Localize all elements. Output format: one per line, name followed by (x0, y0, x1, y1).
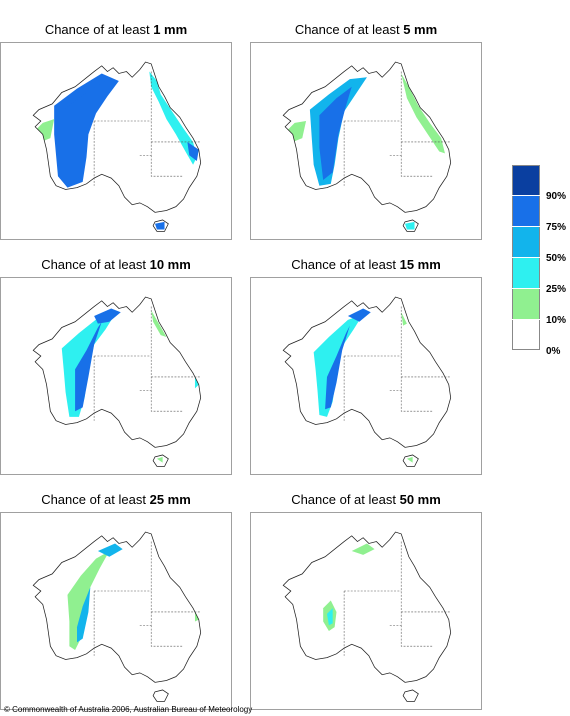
map-svg (32, 531, 202, 702)
legend-swatch-90 (512, 165, 540, 195)
australia-map (250, 512, 482, 710)
map-svg (282, 296, 452, 467)
probability-area (313, 314, 364, 417)
panel-title: Chance of at least 15 mm (291, 257, 441, 272)
probability-area (35, 119, 55, 142)
coastline (402, 689, 419, 702)
state-border (150, 390, 184, 412)
australia-map (0, 277, 232, 475)
probability-area (326, 608, 333, 626)
legend-label-0: 0% (546, 346, 561, 357)
coastline (32, 296, 202, 448)
coastline (402, 219, 419, 232)
panel-title: Chance of at least 50 mm (291, 492, 441, 507)
probability-area (156, 456, 163, 463)
state-border (150, 155, 184, 177)
probability-area (149, 71, 197, 165)
coastline (402, 454, 419, 467)
probability-area (406, 456, 413, 463)
state-border (400, 625, 434, 647)
australia-map (0, 512, 232, 710)
probability-area (61, 81, 106, 182)
legend-label-75: 75% (546, 222, 567, 233)
map-svg (32, 61, 202, 232)
copyright-notice: © Commonwealth of Australia 2006, Austra… (4, 705, 253, 714)
legend-swatch-75 (512, 196, 540, 226)
australia-map (250, 42, 482, 240)
state-border (400, 155, 434, 177)
coastline (282, 531, 452, 683)
probability-area (325, 325, 350, 410)
legend-swatch-10 (512, 289, 540, 319)
probability-area (155, 221, 165, 230)
legend-swatch-0 (512, 320, 540, 350)
panel-title: Chance of at least 5 mm (294, 22, 438, 37)
probability-area (351, 543, 375, 555)
coastline (32, 61, 202, 213)
legend-label-50: 50% (546, 253, 567, 264)
probability-area (319, 86, 352, 181)
state-border (150, 625, 184, 647)
probability-area (347, 308, 371, 322)
legend-swatch-50 (512, 227, 540, 257)
probability-area (97, 543, 123, 557)
probability-area (76, 587, 91, 643)
probability-area (405, 221, 415, 230)
legend-label-25: 25% (546, 284, 567, 295)
coastline (282, 61, 452, 213)
probability-area (401, 312, 407, 326)
coastline (32, 531, 202, 683)
legend-label-10: 10% (546, 315, 567, 326)
coastline (152, 219, 169, 232)
australia-map (0, 42, 232, 240)
coastline (152, 454, 169, 467)
legend-swatch-25 (512, 258, 540, 288)
panel-title: Chance of at least 1 mm (44, 22, 188, 37)
legend-label-90: 90% (546, 191, 567, 202)
panel-title: Chance of at least 25 mm (41, 492, 191, 507)
probability-area (151, 310, 167, 337)
state-border (400, 390, 434, 412)
probability-area (94, 308, 121, 324)
coastline (152, 689, 169, 702)
map-svg (282, 61, 452, 232)
panel-title: Chance of at least 10 mm (41, 257, 191, 272)
map-svg (32, 296, 202, 467)
probability-area (187, 141, 199, 161)
australia-map (250, 277, 482, 475)
map-svg (282, 531, 452, 702)
probability-area (75, 321, 102, 412)
probability-area (401, 73, 445, 154)
coastline (282, 296, 452, 448)
